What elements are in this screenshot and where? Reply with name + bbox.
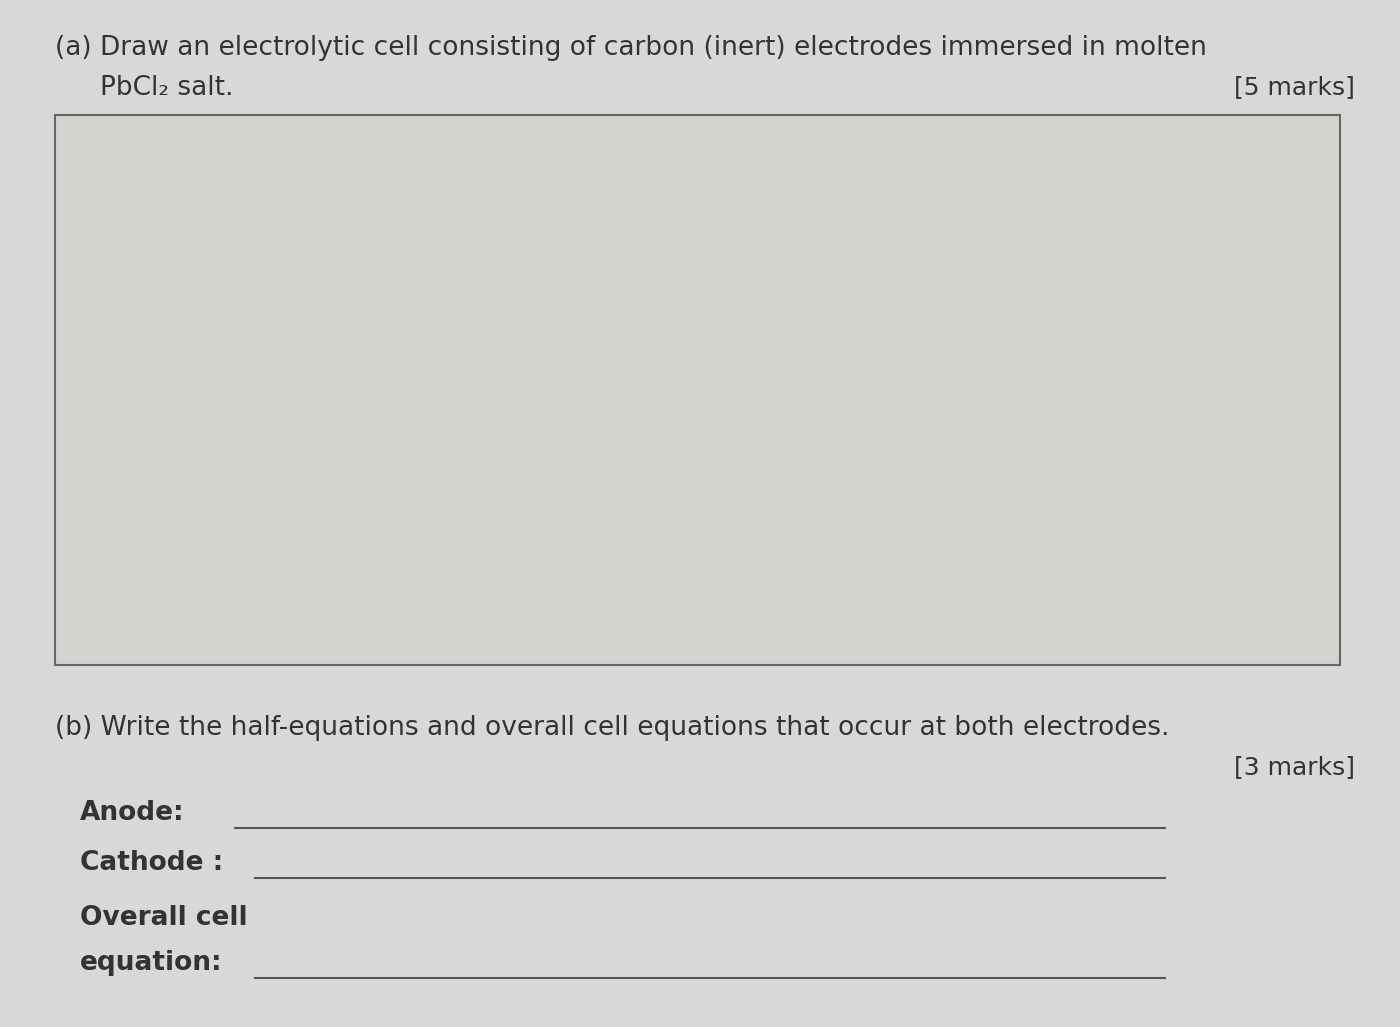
Text: Overall cell: Overall cell: [80, 905, 248, 931]
Text: (b) Write the half-equations and overall cell equations that occur at both elect: (b) Write the half-equations and overall…: [55, 715, 1169, 741]
Text: PbCl₂ salt.: PbCl₂ salt.: [99, 75, 234, 101]
Text: Anode:: Anode:: [80, 800, 185, 826]
Text: [3 marks]: [3 marks]: [1233, 755, 1355, 779]
Text: (a) Draw an electrolytic cell consisting of carbon (inert) electrodes immersed i: (a) Draw an electrolytic cell consisting…: [55, 35, 1207, 61]
Bar: [55, 115, 1340, 665]
Text: equation:: equation:: [80, 950, 223, 976]
Text: Cathode :: Cathode :: [80, 850, 223, 876]
Text: [5 marks]: [5 marks]: [1235, 75, 1355, 99]
